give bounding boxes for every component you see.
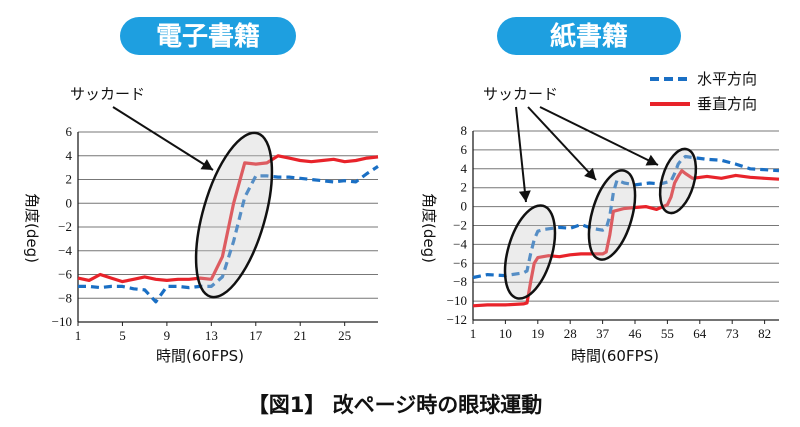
x-tick-label: 37 [596, 326, 610, 341]
x-tick-label: 46 [629, 326, 643, 341]
y-tick-label: 0 [66, 195, 73, 210]
saccade-arrow [527, 106, 597, 181]
y-tick-label: −4 [58, 243, 72, 258]
left-chart-title: 電子書籍 [156, 21, 260, 52]
x-tick-label: 10 [499, 326, 512, 341]
y-tick-label: 8 [461, 123, 468, 138]
series-line-vertical [472, 169, 780, 308]
x-tick-label: 19 [531, 326, 544, 341]
saccade-ellipse [658, 147, 698, 215]
y-tick-label: −10 [447, 293, 467, 308]
figure-caption: 【図1】 改ページ時の眼球運動 [248, 393, 543, 417]
x-tick-label: 73 [726, 326, 739, 341]
y-tick-label: −2 [58, 219, 72, 234]
saccade-arrow [515, 106, 527, 203]
arrow-head [518, 190, 531, 202]
right-chart-title: 紙書籍 [550, 21, 628, 52]
y-tick-label: 6 [461, 142, 468, 157]
left-saccade-label: サッカード [70, 85, 145, 103]
x-tick-label: 55 [661, 326, 674, 341]
saccade-arrow [539, 106, 659, 166]
y-tick-label: −12 [447, 312, 467, 327]
series-line-vertical [77, 154, 379, 284]
y-axis-label: 角度(deg) [23, 193, 41, 263]
y-axis-label: 角度(deg) [420, 193, 438, 263]
x-tick-label: 28 [564, 326, 577, 341]
y-tick-label: −8 [58, 290, 72, 305]
right-saccade-label: サッカード [483, 85, 558, 103]
x-tick-label: 9 [164, 328, 171, 343]
x-tick-label: 5 [119, 328, 126, 343]
arrow-head [200, 159, 213, 170]
legend-label-horizontal: 水平方向 [697, 70, 757, 88]
y-tick-label: −10 [52, 314, 72, 329]
arrow-head [584, 167, 596, 180]
series-line-horizontal [78, 165, 379, 304]
x-tick-label: 1 [470, 326, 477, 341]
saccade-arrow [112, 106, 214, 171]
legend: 水平方向 垂直方向 [650, 70, 757, 113]
x-axis-label: 時間(60FPS) [156, 347, 244, 365]
x-tick-label: 1 [75, 328, 82, 343]
saccade-ellipse [503, 204, 557, 300]
y-tick-label: 2 [66, 172, 73, 187]
series-line-horizontal [472, 154, 780, 280]
x-axis-label: 時間(60FPS) [571, 347, 659, 365]
y-tick-label: −4 [453, 236, 467, 251]
y-tick-label: 4 [66, 148, 73, 163]
right-title-pill: 紙書籍 [497, 17, 681, 55]
saccade-ellipse [194, 131, 274, 299]
saccade-ellipse [587, 169, 637, 261]
x-tick-label: 82 [758, 326, 771, 341]
left-chart: 6 4 2 0 −2 −4 −6 −8 −101 5 9 13 17 21 25 時間(60FPS) 角度(de… [23, 106, 379, 365]
y-tick-label: −6 [58, 267, 72, 282]
y-tick-label: −6 [453, 255, 467, 270]
y-tick-label: −8 [453, 274, 467, 289]
arrow-head [645, 154, 658, 166]
y-tick-label: 6 [66, 124, 73, 139]
x-tick-label: 21 [294, 328, 307, 343]
y-tick-label: 0 [461, 199, 468, 214]
x-tick-label: 13 [205, 328, 218, 343]
legend-label-vertical: 垂直方向 [697, 95, 757, 113]
y-tick-label: −2 [453, 218, 467, 233]
x-tick-label: 64 [693, 326, 707, 341]
y-tick-label: 4 [461, 161, 468, 176]
y-tick-label: 2 [461, 180, 468, 195]
x-tick-label: 17 [249, 328, 263, 343]
left-title-pill: 電子書籍 [120, 17, 296, 55]
x-tick-label: 25 [338, 328, 351, 343]
